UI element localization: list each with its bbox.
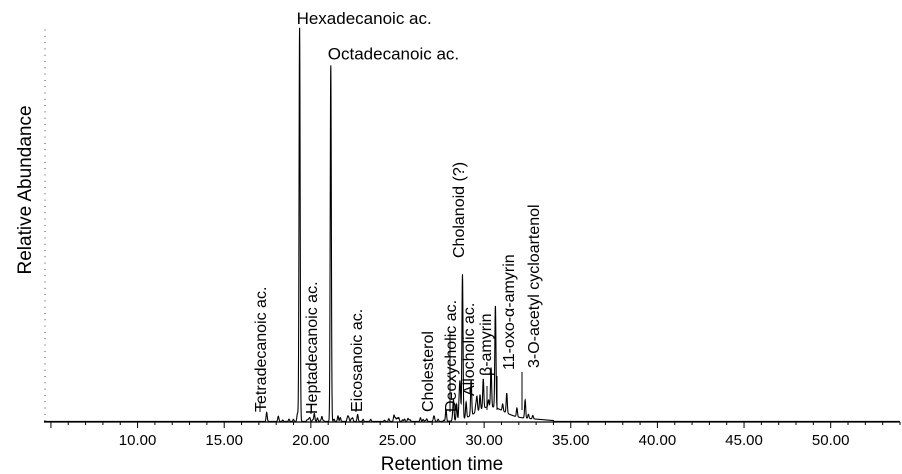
peak-label: 11-oxo-α-amyrin (501, 254, 518, 370)
y-axis-minor-ticks (44, 29, 46, 422)
x-tick-label: 25.00 (379, 432, 417, 449)
x-axis: 10.00 15.00 20.00 25.00 30.00 35.00 40.00 45.00… (44, 421, 901, 449)
x-tick-label: 35.00 (552, 432, 590, 449)
y-axis-label: Relative Abundance (15, 105, 36, 274)
x-tick-label: 20.00 (292, 432, 330, 449)
peak-label: Tetradecanoic ac. (253, 287, 270, 412)
peak-marker-lines (259, 332, 523, 414)
x-tick-label: 40.00 (639, 432, 677, 449)
x-tick-label: 50.00 (812, 432, 850, 449)
peak-label: β-amyrin (478, 313, 495, 376)
peak-labels: Tetradecanoic ac. Hexadecanoic ac. Heptade… (253, 9, 543, 414)
peak-label: Heptadecanoic ac. (304, 281, 321, 414)
peak-label: Cholanoid (?) (451, 162, 468, 258)
x-tick-label: 45.00 (725, 432, 763, 449)
x-tick-label: 10.00 (119, 432, 157, 449)
peak-label: Allocholic ac. (461, 303, 478, 396)
chromatogram-trace (44, 27, 900, 422)
x-tick-label: 30.00 (465, 432, 503, 449)
x-axis-label: Retention time (381, 454, 504, 474)
peak-label: Cholesterol (420, 331, 437, 412)
peak-label: Deoxycholic ac. (443, 300, 460, 412)
x-tick-label: 15.00 (205, 432, 243, 449)
peak-label: Octadecanoic ac. (328, 44, 459, 63)
peak-label: Eicosanoic ac. (349, 309, 366, 412)
peak-label: Hexadecanoic ac. (297, 9, 432, 28)
peak-label: 3-O-acetyl cycloartenol (526, 204, 543, 368)
